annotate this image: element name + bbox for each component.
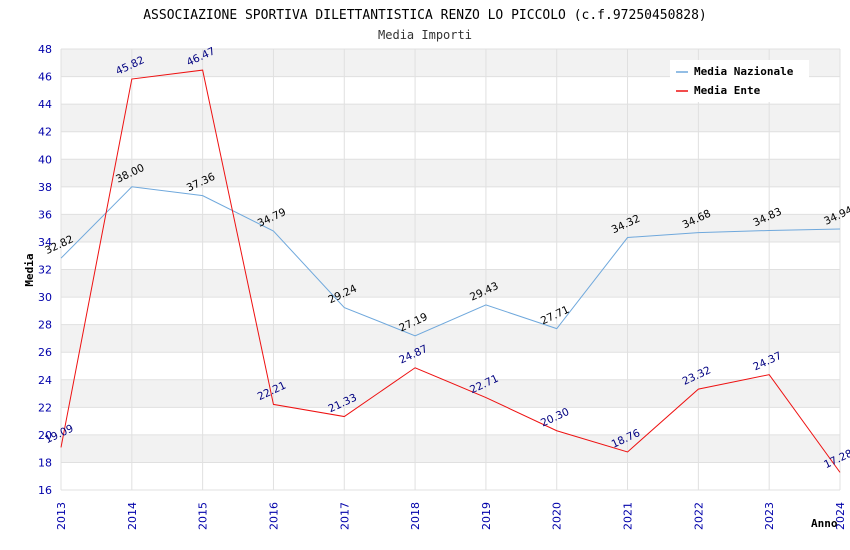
band-22	[61, 379, 840, 408]
y-tick-label: 42	[38, 126, 52, 139]
band-26	[61, 324, 840, 353]
grid-lines	[60, 48, 841, 491]
y-tick-label: 26	[38, 346, 52, 359]
x-tick-label: 2023	[763, 502, 776, 530]
x-tick-label: 2017	[338, 502, 351, 530]
band-24	[61, 352, 840, 380]
y-tick-label: 18	[38, 456, 52, 469]
y-axis-label: Media	[23, 253, 36, 286]
y-tick-label: 48	[38, 43, 52, 56]
legend-label-media-nazionale: Media Nazionale	[694, 65, 794, 78]
x-tick-label: 2014	[126, 502, 139, 530]
y-tick-label: 24	[38, 374, 52, 387]
x-axis-ticks: 2013 2014 2015 2016 2017 2018 2019 2020 2021 2022…	[55, 502, 847, 530]
band-20	[61, 407, 840, 435]
series-line-media-nazionale	[60, 186, 841, 337]
x-tick-label: 2018	[409, 502, 422, 530]
chart-title: ASSOCIAZIONE SPORTIVA DILETTANTISTICA RE…	[143, 8, 707, 23]
x-tick-label: 2022	[692, 502, 705, 530]
band-34	[61, 214, 840, 242]
x-tick-label: 2016	[267, 502, 280, 530]
y-tick-label: 28	[38, 319, 52, 332]
band-42	[61, 104, 840, 132]
band-36	[61, 186, 840, 215]
y-tick-label: 38	[38, 181, 52, 194]
legend-box	[670, 60, 809, 102]
band-32	[61, 241, 840, 270]
y-tick-label: 20	[38, 429, 52, 442]
band-30	[61, 269, 840, 298]
legend-label-media-ente: Media Ente	[694, 84, 761, 97]
plot-background-bands	[61, 49, 840, 490]
band-38	[61, 159, 840, 187]
y-tick-label: 44	[38, 98, 52, 111]
x-tick-label: 2021	[622, 502, 635, 530]
y-tick-label: 16	[38, 484, 52, 497]
y-tick-label: 36	[38, 208, 52, 221]
band-16	[61, 462, 840, 490]
y-tick-label: 22	[38, 401, 52, 414]
y-tick-label: 32	[38, 264, 52, 277]
y-axis-ticks: 16 18 20 22 24 26 28 30 32 34 36 38 40 42 44 46 48	[38, 43, 52, 497]
x-tick-label: 2015	[197, 502, 210, 530]
chart-subtitle: Media Importi	[378, 28, 472, 42]
y-tick-label: 30	[38, 291, 52, 304]
y-tick-label: 34	[38, 236, 52, 249]
x-axis-label: Anno	[811, 517, 838, 530]
series-line-media-ente	[60, 69, 841, 473]
band-18	[61, 434, 840, 463]
y-tick-label: 46	[38, 71, 52, 84]
band-40	[61, 131, 840, 160]
x-tick-label: 2013	[55, 502, 68, 530]
series-lines	[60, 69, 841, 473]
x-tick-label: 2019	[480, 502, 493, 530]
x-tick-label: 2024	[834, 502, 847, 530]
x-tick-label: 2020	[551, 502, 564, 530]
legend: Media Nazionale Media Ente	[670, 60, 809, 102]
y-tick-label: 40	[38, 153, 52, 166]
